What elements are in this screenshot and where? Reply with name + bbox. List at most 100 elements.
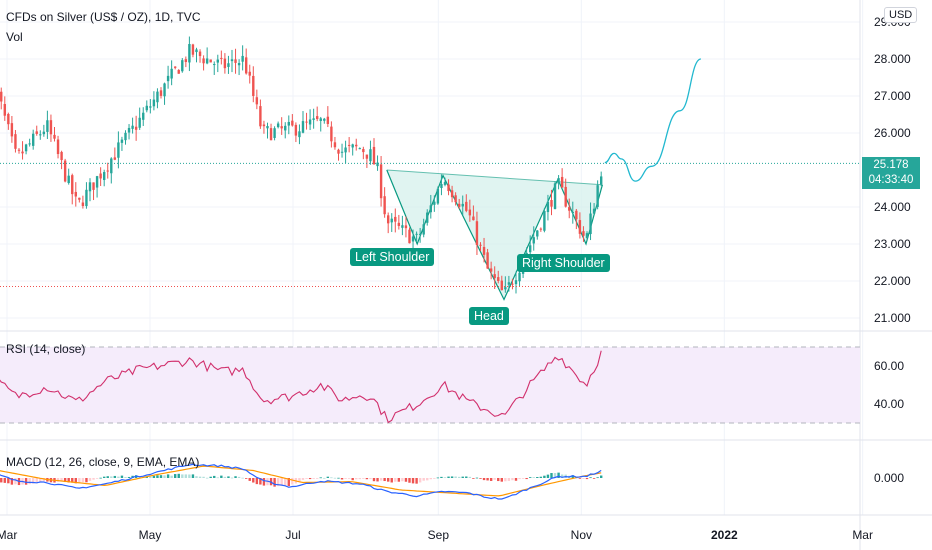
bar-countdown: 04:33:40: [868, 174, 914, 186]
macd-histogram-bar: [582, 478, 585, 479]
time-tick-label: Nov: [571, 528, 592, 542]
macd-series: [0, 463, 603, 500]
macd-histogram-bar: [401, 478, 404, 482]
macd-histogram-bar: [10, 478, 14, 485]
candle-body: [273, 128, 276, 138]
last-price-value: 25.178: [873, 159, 909, 171]
candle-body: [248, 71, 251, 76]
candle-body: [117, 142, 120, 158]
candle-body: [49, 120, 53, 135]
price-tick-label: 24.000: [874, 200, 911, 214]
candle-body: [191, 44, 195, 55]
candle-body: [71, 175, 74, 195]
candle-body: [408, 229, 411, 244]
candle-body: [106, 170, 109, 172]
candle-body: [237, 63, 241, 66]
candle-body: [0, 91, 3, 102]
price-tick-label: 26.000: [874, 126, 911, 140]
macd-histogram-bar: [35, 478, 38, 484]
candle-body: [85, 189, 88, 207]
macd-histogram-bar: [418, 478, 422, 483]
candle-body: [301, 121, 305, 133]
macd-histogram-bar: [422, 478, 425, 481]
macd-histogram-bar: [326, 476, 330, 478]
macd-histogram-bar: [99, 477, 102, 479]
rsi-tick-label: 40.00: [874, 397, 904, 411]
candle-body: [74, 191, 77, 197]
macd-histogram-bar: [39, 478, 42, 482]
candle-body: [21, 151, 24, 154]
currency-button[interactable]: USD: [884, 7, 918, 23]
candle-body: [369, 149, 372, 162]
macd-histogram-bar: [489, 478, 493, 481]
macd-histogram-bar: [443, 477, 447, 479]
candle-body: [252, 75, 255, 96]
candle-body: [131, 125, 134, 129]
candle-body: [81, 202, 85, 207]
macd-histogram-bar: [337, 477, 340, 479]
macd-histogram-bar: [426, 478, 429, 481]
candle-body: [443, 182, 447, 185]
price-tick-label: 27.000: [874, 89, 911, 103]
macd-histogram-bar: [14, 478, 17, 485]
macd-histogram-bar: [205, 477, 209, 479]
macd-histogram-bar: [539, 476, 543, 478]
macd-histogram-bar: [85, 478, 88, 483]
macd-histogram-bar: [475, 477, 479, 479]
projection-curve: [604, 58, 702, 182]
macd-histogram-bar: [63, 478, 67, 483]
candle-body: [557, 178, 560, 184]
macd-histogram-bar: [78, 478, 81, 484]
candle-body: [145, 105, 148, 111]
macd-histogram-bar: [525, 478, 528, 480]
candle-body: [475, 221, 479, 246]
macd-histogram-bar: [117, 476, 120, 478]
candle-body: [404, 225, 408, 229]
macd-histogram-bar: [386, 478, 390, 482]
candle-body: [120, 139, 124, 143]
macd-histogram-bar: [447, 476, 450, 478]
candle-body: [46, 120, 49, 132]
candle-body: [585, 233, 589, 238]
macd-histogram-bar: [355, 478, 358, 480]
candle-body: [571, 211, 574, 213]
macd-histogram-bar: [177, 473, 180, 478]
candle-body: [234, 59, 237, 63]
candle-body: [149, 106, 152, 108]
macd-histogram-bar: [220, 475, 223, 478]
macd-histogram-bar: [56, 478, 60, 482]
time-tick-label: Jul: [285, 528, 300, 542]
price-tick-label: 23.000: [874, 237, 911, 251]
neckline: [386, 169, 603, 186]
macd-histogram-bar: [276, 478, 280, 487]
macd-histogram-bar: [181, 474, 184, 478]
chart-title: CFDs on Silver (US$ / OZ), 1D, TVC: [6, 10, 201, 24]
candle-body: [60, 151, 63, 161]
pattern-fill: [386, 170, 603, 300]
candle-body: [355, 144, 358, 147]
candle-body: [223, 58, 227, 69]
candle-body: [127, 127, 131, 133]
candle-body: [447, 184, 450, 192]
macd-histogram-bar: [230, 477, 234, 479]
price-tick-label: 28.000: [874, 52, 911, 66]
candle-body: [337, 149, 340, 154]
price-candles: [0, 36, 603, 294]
macd-histogram-bar: [553, 473, 557, 478]
macd-histogram-bar: [468, 476, 472, 478]
candle-body: [482, 246, 486, 255]
macd-histogram-bar: [504, 478, 507, 482]
candle-body: [344, 147, 347, 153]
candle-body: [220, 57, 223, 59]
macd-histogram-bar: [479, 478, 482, 479]
candle-body: [315, 116, 319, 120]
macd-histogram-bar: [259, 478, 262, 485]
macd-histogram-bar: [589, 477, 592, 479]
macd-label: MACD (12, 26, close, 9, EMA, EMA): [6, 455, 200, 469]
candle-body: [330, 126, 333, 142]
candle-body: [347, 144, 351, 146]
candle-body: [262, 124, 266, 127]
candle-body: [450, 190, 454, 198]
macd-histogram-bar: [457, 476, 461, 478]
